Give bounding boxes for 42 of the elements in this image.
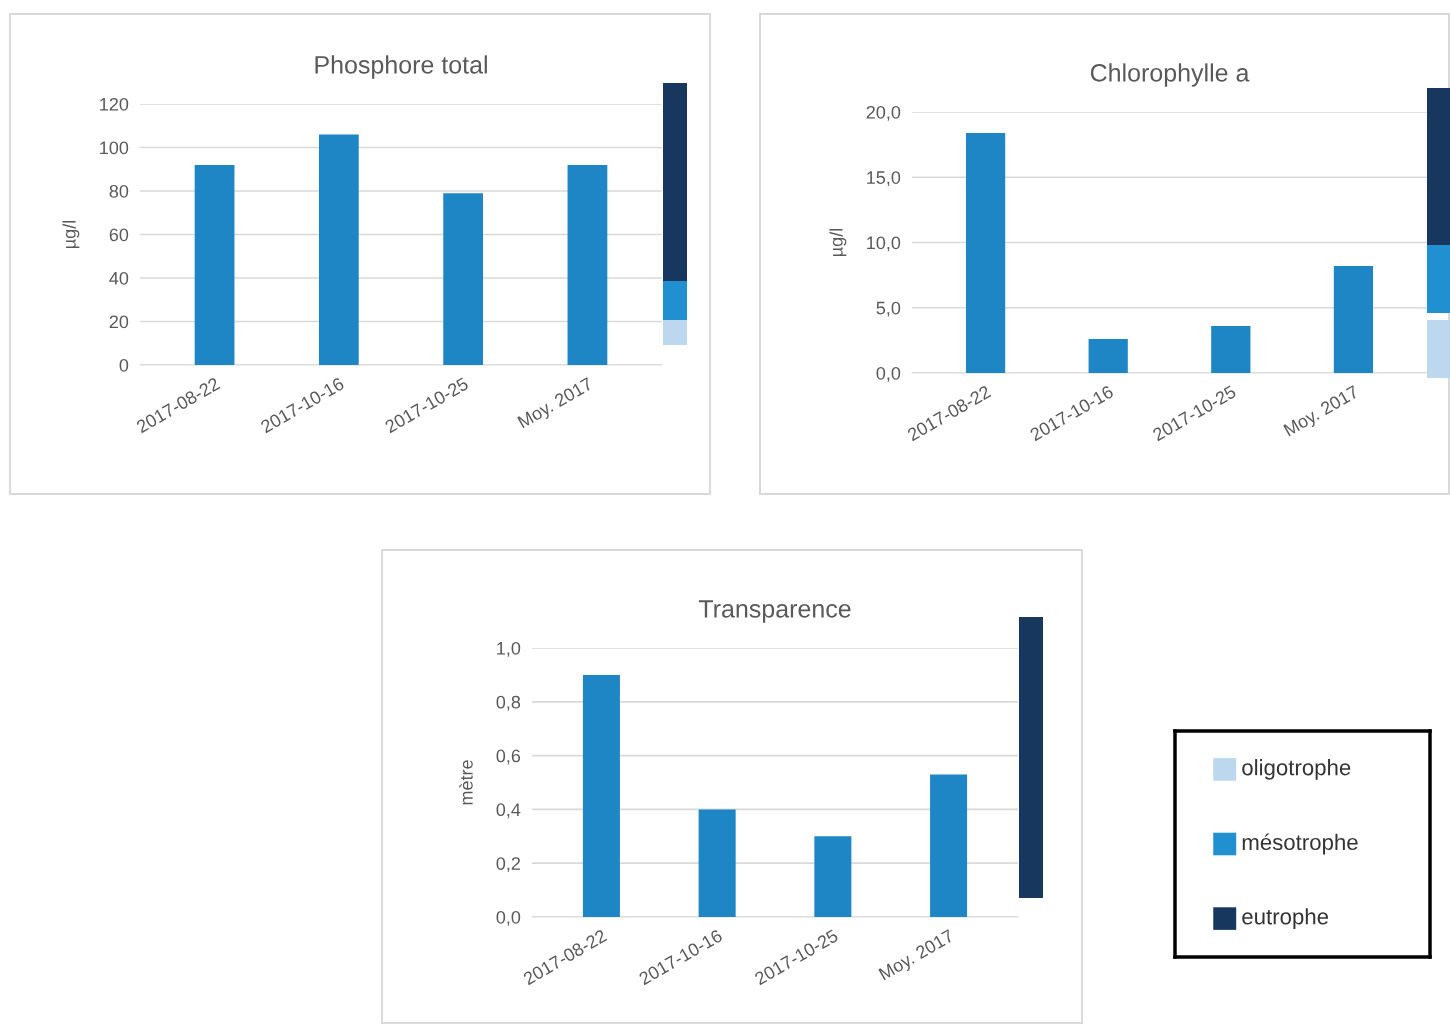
bar (1211, 326, 1251, 373)
y-tick-label: 10,0 (867, 236, 901, 252)
y-tick-label: 0,2 (496, 857, 520, 873)
y-tick-label: 0,8 (496, 695, 521, 711)
chart-title: Chlorophylle a (1090, 63, 1250, 87)
x-tick-label: Moy. 2017 (517, 376, 596, 432)
y-tick-label: 0 (119, 358, 129, 372)
y-tick-label: 5,0 (876, 301, 901, 317)
bar (567, 164, 608, 365)
bar (965, 132, 1006, 373)
y-tick-label: 100 (100, 141, 129, 155)
y-tick-label: 15,0 (867, 171, 901, 187)
y-tick-label: 40 (109, 271, 129, 285)
bar (443, 193, 484, 365)
y-tick-label: 20,0 (866, 105, 901, 121)
y-tick-label: 60 (109, 228, 129, 242)
x-tick-label: Moy. 2017 (878, 928, 957, 984)
bar (318, 134, 359, 365)
category-label: mésotrophe (1242, 833, 1358, 855)
y-tick-label: 20 (109, 315, 129, 329)
y-tick-label: 120 (100, 97, 129, 111)
y-axis-title: µg/l (62, 220, 80, 248)
y-tick-label: 1,0 (497, 641, 521, 657)
bar (698, 809, 736, 917)
x-tick-label: Moy. 2017 (1283, 384, 1362, 440)
y-tick-label: 0,0 (876, 366, 901, 382)
bar (194, 164, 235, 365)
y-axis-title: µg/l (829, 228, 847, 256)
bar (1088, 339, 1128, 373)
y-tick-label: 0,0 (496, 910, 521, 926)
chart-title: Phosphore total (315, 55, 487, 79)
bar (1333, 265, 1374, 373)
bar (930, 774, 968, 917)
bar (582, 674, 620, 917)
y-tick-label: 0,6 (496, 749, 521, 765)
category-label: eutrophe (1242, 908, 1329, 929)
y-axis-title: mètre (459, 760, 473, 805)
category-label: oligotrophe (1242, 759, 1351, 780)
y-tick-label: 80 (109, 184, 129, 198)
chart-title: Transparence (698, 600, 851, 623)
y-tick-label: 0,4 (496, 803, 521, 819)
bar (814, 836, 852, 917)
